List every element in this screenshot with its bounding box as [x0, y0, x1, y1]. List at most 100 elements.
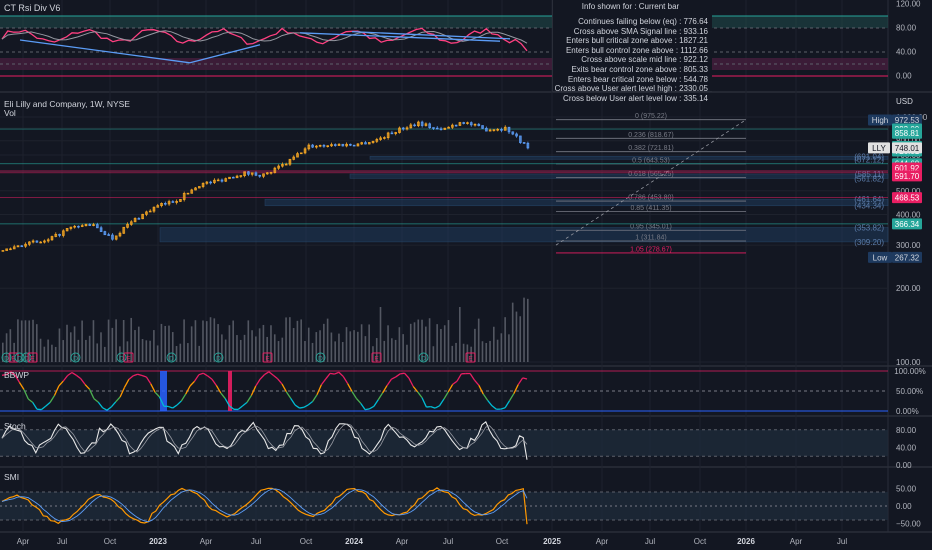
event-marker-frame — [262, 352, 273, 363]
rsi-axis-label: 0.00 — [896, 72, 912, 81]
event-marker-frame — [418, 352, 429, 363]
candle-body — [213, 179, 216, 183]
volume-bar — [119, 346, 121, 362]
bbwp-line-segment — [67, 371, 73, 377]
price-axis-label: 500.00 — [896, 187, 921, 196]
event-marker-text: E — [265, 356, 270, 363]
volume-bar — [92, 320, 95, 362]
bbwp-line-segment — [434, 405, 440, 409]
high-tag-label-text: High — [872, 116, 888, 125]
candle-body — [269, 172, 273, 174]
bbwp-line-segment — [277, 378, 283, 385]
candle-body — [292, 156, 296, 160]
bbwp-line-segment — [355, 398, 362, 404]
candle-body — [190, 189, 194, 194]
volume-bar — [43, 346, 46, 362]
high-tag-value: 972.53 — [892, 114, 922, 126]
bbwp-line-segment — [307, 400, 314, 406]
volume-bar — [217, 324, 219, 362]
bbwp-line-segment — [330, 372, 335, 375]
volume-bar — [51, 344, 53, 362]
high-tag-value-bg — [892, 114, 922, 126]
candle-body — [228, 176, 231, 180]
candle-body — [364, 142, 367, 145]
candle-body — [235, 175, 239, 179]
bbwp-line-segment — [207, 375, 213, 380]
bbwp-line-segment — [106, 406, 112, 411]
volume-bar — [228, 325, 231, 362]
bbwp-line-segment — [474, 379, 480, 386]
volume-bar — [326, 318, 329, 362]
bbwp-line-segment — [325, 372, 331, 380]
candle-body — [299, 152, 303, 155]
low-tag-value-bg — [892, 251, 922, 263]
bbwp-line-segment — [382, 385, 388, 394]
volume-bar — [209, 317, 212, 362]
volume-bar — [187, 343, 189, 362]
event-marker-text: D — [216, 356, 221, 363]
volume-bar — [153, 330, 155, 362]
volume-bar — [474, 328, 476, 362]
event-marker: E — [371, 352, 382, 363]
candle-body — [349, 143, 352, 146]
candle-body — [398, 127, 401, 133]
event-marker: E — [262, 352, 273, 363]
high-tag-value-text: 972.53 — [895, 116, 920, 125]
volume-bar — [164, 325, 167, 362]
volume-bar — [523, 297, 525, 362]
bbwp-line-segment — [75, 374, 82, 380]
volume-bar — [66, 324, 68, 362]
price-tag-bg — [892, 192, 922, 204]
rsi-divergence-line-2 — [299, 32, 501, 42]
candle-body — [175, 201, 178, 203]
candle-body — [65, 228, 69, 232]
zone-label: (461.64) — [854, 195, 884, 204]
bbwp-line-segment — [242, 401, 248, 407]
time-axis-label: 2026 — [737, 537, 755, 546]
info-line: Exits bear control zone above : 805.33 — [571, 64, 708, 74]
candle-body — [424, 123, 428, 126]
candle-body — [473, 123, 477, 126]
bbwp-line-segment — [198, 372, 204, 376]
rsi-divergence-line-3 — [351, 30, 511, 40]
bbwp-line-segment — [351, 391, 357, 399]
time-axis-label: Apr — [790, 537, 803, 546]
price-tag-bg — [892, 170, 922, 182]
candle-body — [24, 243, 27, 247]
event-marker-text: D — [73, 356, 78, 363]
candle-body — [258, 174, 262, 177]
candle-body — [198, 186, 201, 189]
candle-body — [92, 224, 95, 226]
candle-body — [99, 227, 103, 232]
volume-bar — [357, 331, 359, 362]
candle-body — [220, 179, 224, 182]
volume-bar — [107, 319, 110, 362]
event-marker-frame — [27, 352, 38, 363]
bbwp-line-segment — [417, 391, 423, 398]
bbwp-line-segment — [259, 374, 265, 380]
price-tag-text: 366.34 — [895, 220, 920, 229]
volume-bar — [221, 334, 223, 362]
candle-body — [69, 226, 73, 229]
volume-bar — [202, 320, 204, 362]
candle-body — [503, 126, 507, 131]
time-axis-label: 2025 — [543, 537, 561, 546]
volume-bar — [58, 328, 61, 362]
candle-body — [126, 223, 129, 228]
candle-body — [130, 221, 133, 225]
volume-bar — [198, 345, 201, 362]
volume-bar — [171, 332, 174, 362]
candle-body — [216, 179, 220, 182]
volume-bar — [81, 320, 83, 362]
stoch-panel-title: Stoch — [4, 421, 26, 431]
fib-level-label: 0.786 (453.80) — [628, 195, 674, 202]
volume-bar — [35, 324, 38, 362]
bbwp-line-segment — [27, 398, 34, 403]
event-marker: E — [27, 352, 38, 363]
bbwp-line-segment — [97, 401, 104, 409]
event-marker-text: D — [24, 356, 29, 363]
candle-body — [141, 213, 144, 220]
volume-bar — [194, 320, 197, 362]
